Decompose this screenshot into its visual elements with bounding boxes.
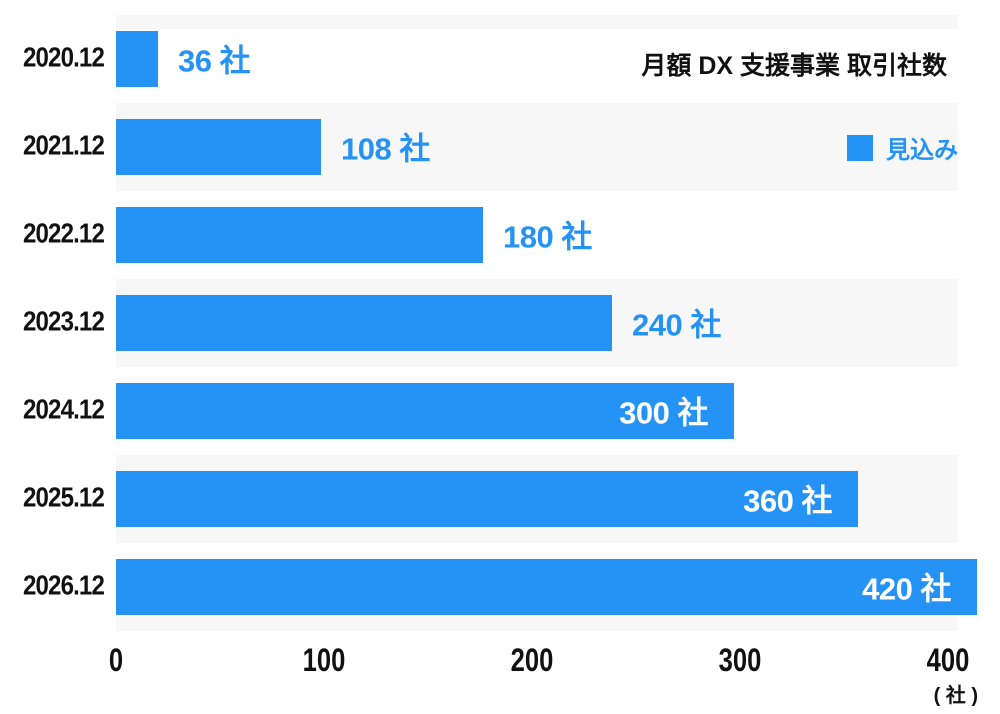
bar-value-label: 360 社	[743, 483, 832, 519]
bar-value-label: 240 社	[632, 307, 721, 343]
chart-row: 2022.12 180 社	[0, 191, 1000, 279]
chart-row: 2021.12 108 社	[0, 103, 1000, 191]
category-label: 2026.12	[22, 569, 105, 601]
legend-color-swatch-icon	[847, 134, 873, 161]
legend: 見込み	[847, 130, 958, 165]
bar	[116, 119, 321, 175]
category-label: 2023.12	[22, 305, 105, 337]
bar-value-label: 300 社	[619, 395, 708, 431]
chart-row: 2023.12 240 社	[0, 279, 1000, 367]
x-axis-tick-label: 200	[510, 642, 554, 678]
chart-row: 2024.12 300 社	[0, 367, 1000, 455]
bar-value-label: 420 社	[862, 571, 951, 607]
legend-label: 見込み	[886, 137, 958, 164]
band-edge-strip-bottom	[116, 617, 958, 631]
category-label: 2022.12	[22, 217, 105, 249]
chart-title: 月額 DX 支援事業 取引社数	[641, 52, 947, 80]
category-label: 2025.12	[22, 481, 105, 513]
bar: 420 社	[116, 559, 977, 615]
band-edge-strip-top	[116, 15, 958, 29]
bar	[116, 295, 612, 351]
category-label: 2024.12	[22, 393, 105, 425]
bar: 300 社	[116, 383, 734, 439]
category-label: 2020.12	[22, 41, 105, 73]
x-axis-tick-label: 100	[302, 642, 346, 678]
bar	[116, 31, 158, 87]
category-label: 2021.12	[22, 129, 105, 161]
x-axis-tick-label: 300	[718, 642, 762, 678]
bar	[116, 207, 483, 263]
bar: 360 社	[116, 471, 858, 527]
chart-row: 2026.12 420 社	[0, 543, 1000, 631]
chart-row: 2020.12 36 社	[0, 15, 1000, 103]
bar-value-label: 108 社	[341, 131, 430, 167]
bar-value-label: 180 社	[503, 219, 592, 255]
x-axis-unit-label: ( 社 )	[933, 685, 978, 707]
chart-row: 2025.12 360 社	[0, 455, 1000, 543]
x-axis-tick-label: 400	[926, 642, 970, 678]
x-axis-tick-label: 0	[108, 642, 124, 678]
bar-value-label: 36 社	[178, 43, 251, 79]
